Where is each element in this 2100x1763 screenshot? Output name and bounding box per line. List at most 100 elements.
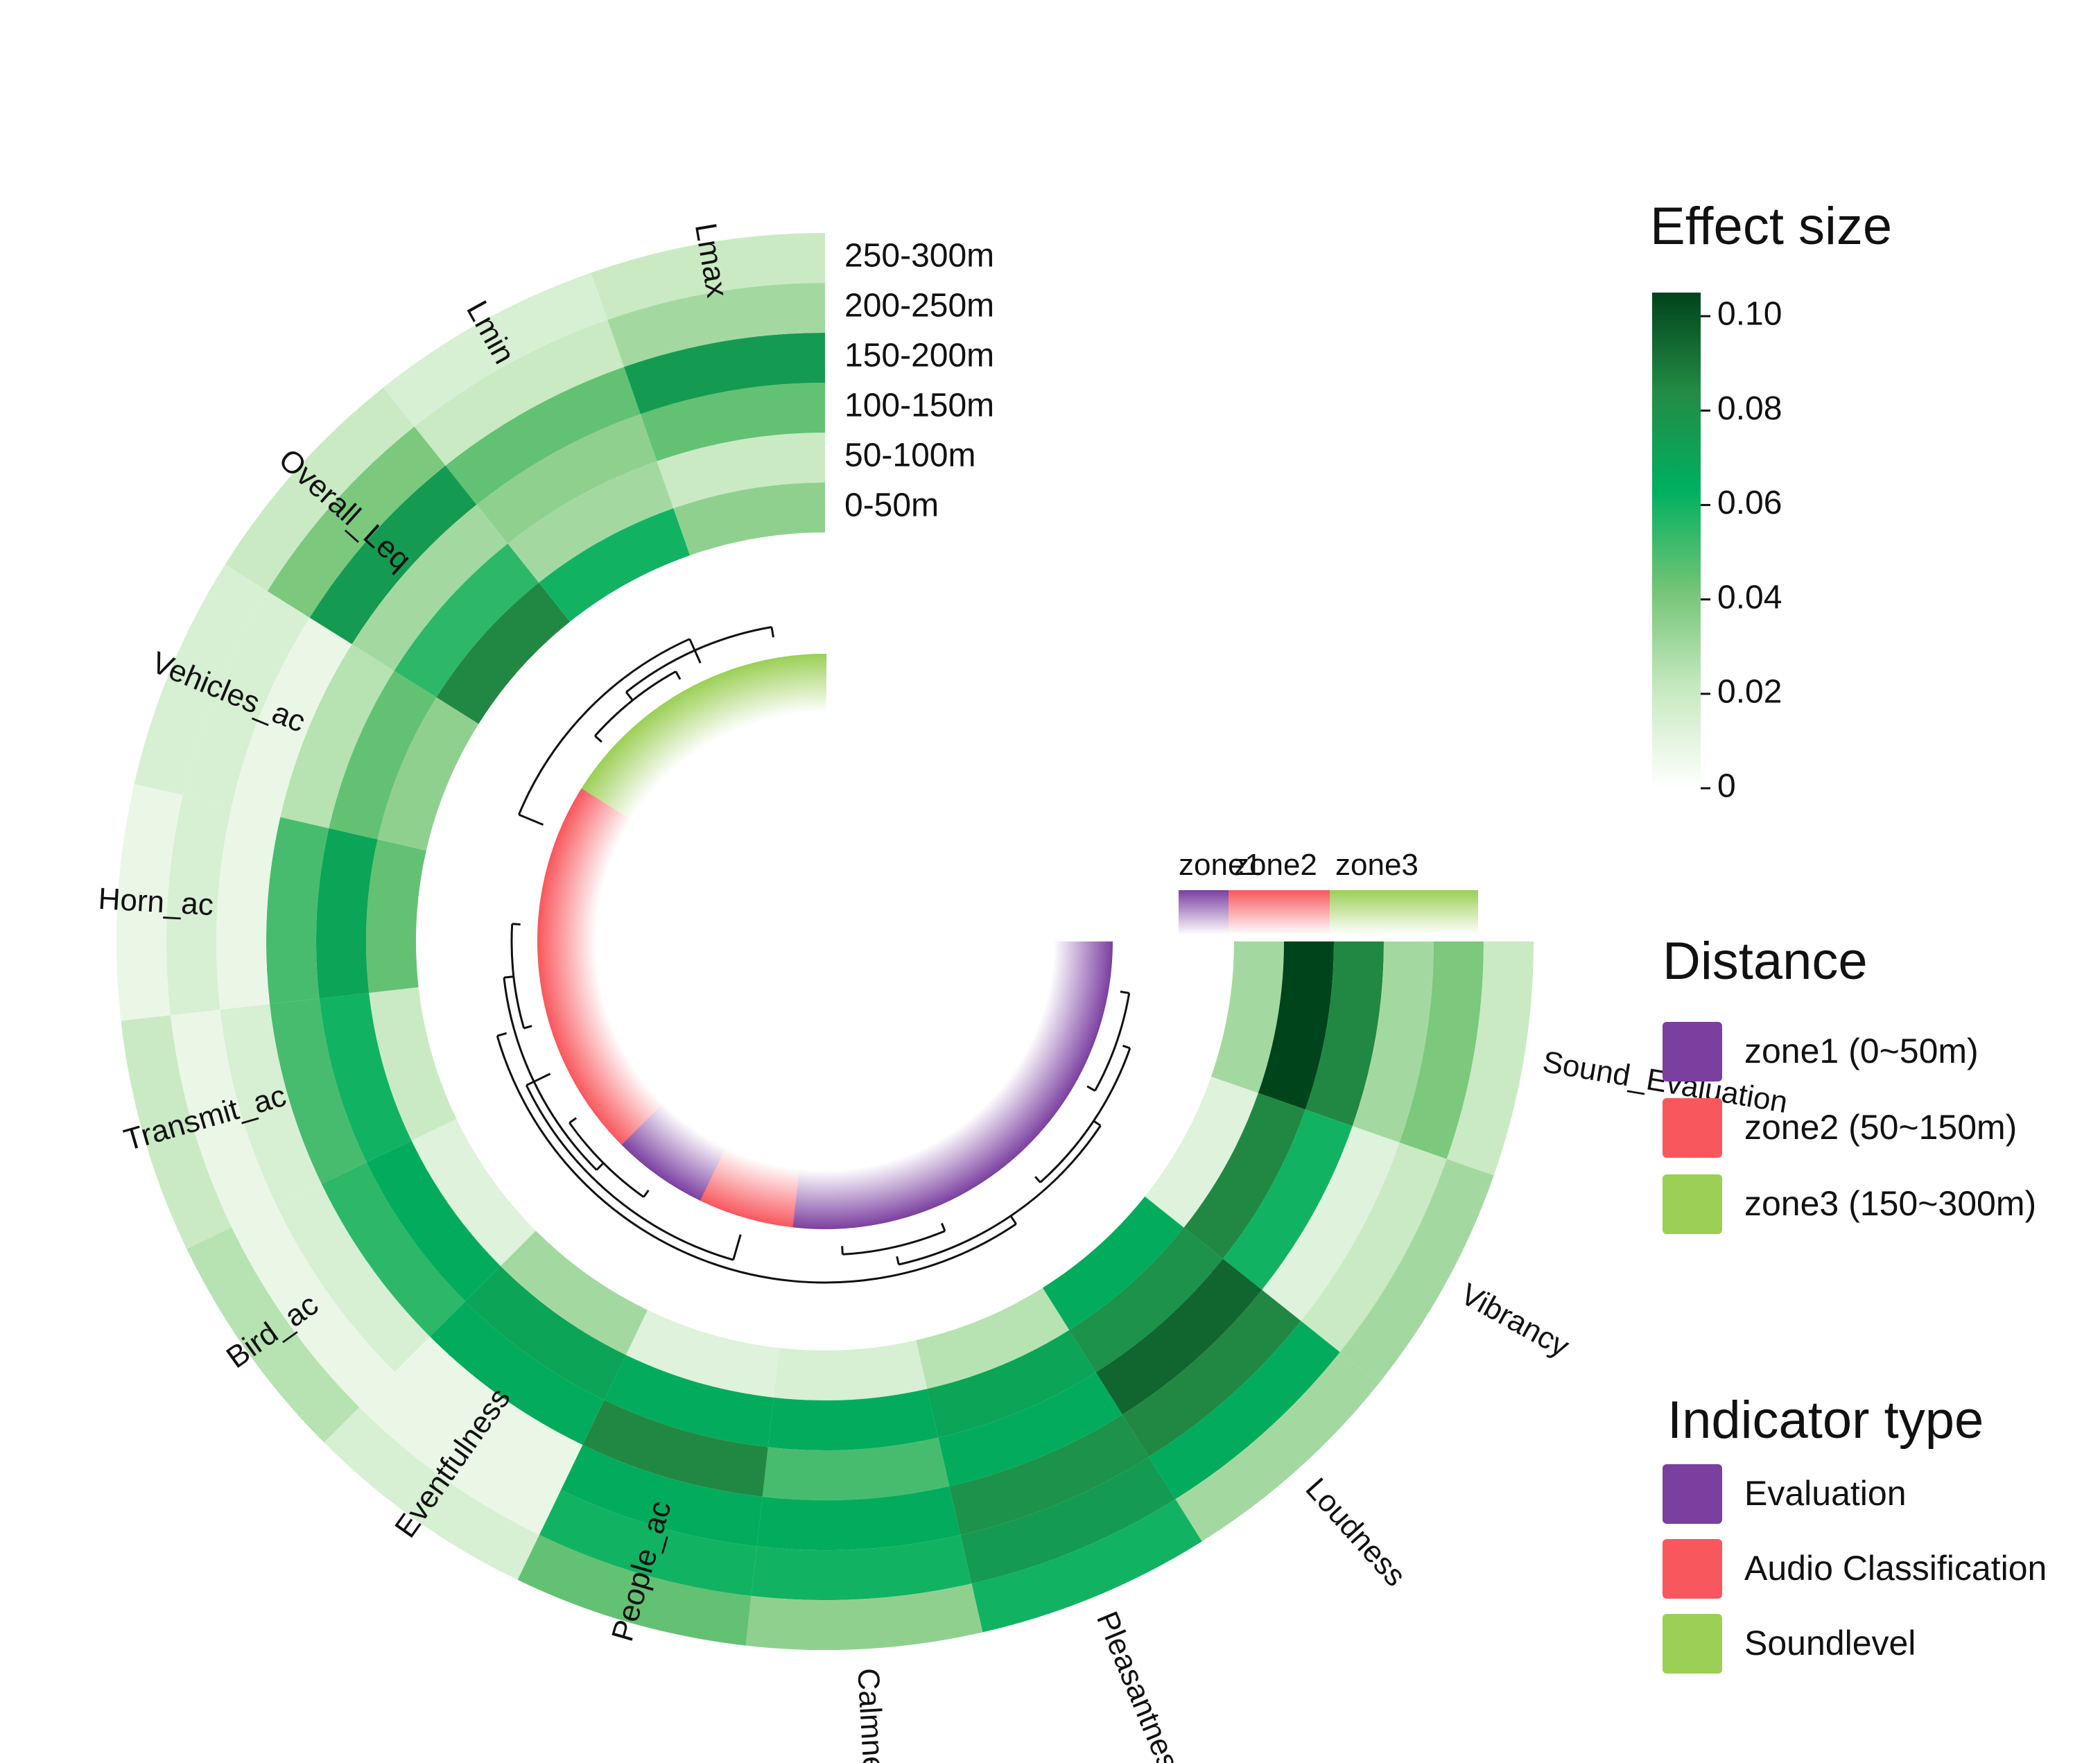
colorbar-title: Effect size	[1650, 197, 1892, 256]
colorbar	[1652, 293, 1701, 788]
heatmap-cell	[561, 1445, 763, 1547]
heatmap-cell	[773, 1340, 928, 1401]
heatmap-cell	[121, 1015, 232, 1249]
distance-legend-title: Distance	[1663, 932, 1868, 991]
heatmap-cell	[383, 272, 608, 427]
heatmap-cell	[369, 987, 457, 1141]
heatmap-cell	[430, 1301, 605, 1445]
heatmap-cell	[960, 1457, 1176, 1584]
heatmap-cell	[366, 839, 426, 993]
dendrogram-branch	[841, 1222, 946, 1256]
indicator-label: Horn_ac	[97, 882, 214, 922]
legend-item-label: zone2 (50~150m)	[1744, 1108, 2017, 1147]
heatmap-cell	[745, 1583, 983, 1650]
indicator-type-segment	[698, 1147, 800, 1228]
heatmap-cell	[309, 465, 477, 645]
heatmap-cell	[232, 617, 352, 817]
heatmap-cell	[1145, 1076, 1258, 1228]
heatmap-cell	[657, 433, 825, 509]
legend-swatch	[1663, 1174, 1722, 1234]
heatmap-cell	[267, 426, 446, 618]
dendrogram-branch	[569, 1117, 650, 1198]
heatmap-cell	[220, 1004, 322, 1206]
heatmap-cell	[411, 1118, 536, 1267]
indicator-type-ring	[537, 654, 1113, 1229]
heatmap-cell	[1183, 1093, 1305, 1259]
dendrogram-branch	[594, 670, 682, 743]
legend-item-label: Audio Classification	[1744, 1549, 2047, 1588]
heatmap-cell	[445, 367, 641, 505]
heatmap-cell	[436, 582, 571, 724]
heatmap-cell	[539, 508, 691, 622]
colorbar-tick-label: 0.06	[1717, 485, 1782, 521]
indicator-type-segment	[946, 1084, 1050, 1186]
heatmap-cell	[232, 1205, 395, 1407]
zone-bar-segment	[1330, 890, 1478, 935]
legend-item-label: Evaluation	[1744, 1474, 1907, 1513]
heatmap-cell	[476, 414, 657, 544]
colorbar-tick-label: 0.02	[1717, 673, 1782, 710]
colorbar-tick-label: 0.10	[1717, 296, 1782, 333]
heatmap-cell	[1222, 1109, 1353, 1290]
ring-label: 200-250m	[844, 288, 994, 324]
heatmap-cell	[182, 591, 310, 806]
heatmap-cell	[1352, 941, 1434, 1143]
heatmap-cell	[673, 483, 825, 556]
heatmap-cell	[916, 1287, 1070, 1389]
indicator-label: Calmness	[851, 1667, 892, 1763]
colorbar-tick-label: 0.04	[1717, 579, 1782, 616]
ring-label: 0-50m	[844, 487, 939, 524]
heatmap-cell	[507, 461, 674, 583]
heatmap-cell	[134, 564, 268, 795]
heatmap-cell	[1258, 941, 1334, 1110]
dendrogram-branch	[496, 1032, 1017, 1284]
heatmap-cell	[270, 998, 367, 1184]
heatmap-cell	[517, 1534, 752, 1646]
heatmap-cell	[1305, 941, 1384, 1127]
heatmap-cell	[604, 1355, 774, 1448]
legend-item-label: zone3 (150~300m)	[1744, 1184, 2036, 1223]
zone-bar-segment	[1229, 890, 1330, 935]
indicator-type-segment	[729, 654, 827, 726]
legend-swatch	[1663, 1098, 1722, 1158]
zone-bar-segment	[1179, 890, 1229, 935]
indicator-type-segment	[645, 669, 751, 763]
heatmap-cell	[414, 320, 625, 466]
indicator-label: Loudness	[1299, 1472, 1413, 1593]
heatmap-cell	[394, 544, 539, 697]
indicator-label: Vibrancy	[1455, 1277, 1575, 1364]
heatmap-cell	[767, 1389, 939, 1450]
legend-item-label: Soundlevel	[1744, 1624, 1916, 1662]
legend-swatch	[1663, 1539, 1722, 1599]
ring-label: 150-200m	[844, 338, 994, 374]
heatmap-cell	[225, 387, 415, 591]
heatmap-cell	[216, 806, 281, 1010]
indicator-type-segment	[565, 1039, 663, 1145]
heatmap-cell	[1301, 1142, 1447, 1353]
indicator-type-segment	[1003, 1016, 1097, 1122]
heatmap-cell	[1262, 1126, 1400, 1321]
heatmap-cell	[352, 504, 508, 671]
dendrogram-branch	[510, 923, 532, 1030]
heatmap-cell	[1446, 941, 1534, 1176]
heatmap-cell	[1042, 1196, 1184, 1330]
heatmap-cell	[971, 1499, 1202, 1633]
ring-labels: 0-50m 50-100m 100-150m 150-200m 200-250m 250-…	[844, 238, 994, 524]
heatmap-cell	[321, 1162, 465, 1337]
heatmap-cell	[1399, 941, 1484, 1159]
dendrogram-branch	[1086, 990, 1131, 1092]
heatmap-cell	[316, 828, 378, 999]
indicator-type-legend-title: Indicator type	[1667, 1391, 1984, 1450]
heatmap-cell	[1069, 1227, 1223, 1373]
indicator-type-segment	[539, 966, 619, 1067]
heatmap-cell	[276, 1183, 431, 1372]
heatmap-cells	[116, 233, 1534, 1650]
heatmap-cell	[539, 1490, 757, 1597]
dendrogram-branch	[518, 638, 702, 826]
heatmap-cell	[1149, 1321, 1340, 1500]
heatmap-cell	[762, 1437, 950, 1501]
indicator-type-segment	[621, 1102, 726, 1201]
heatmap-cell	[582, 1400, 768, 1497]
